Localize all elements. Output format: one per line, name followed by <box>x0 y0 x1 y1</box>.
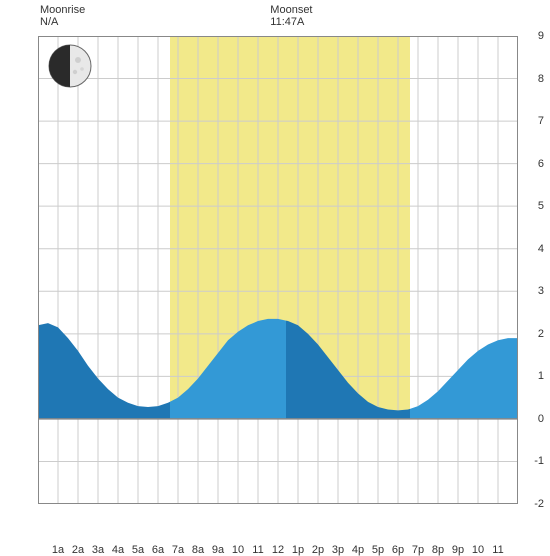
y-tick-label: 1 <box>538 370 544 382</box>
x-tick-label: 3p <box>332 544 344 556</box>
x-tick-label: 9a <box>212 544 224 556</box>
x-tick-label: 2p <box>312 544 324 556</box>
x-tick-label: 12 <box>272 544 284 556</box>
x-tick-label: 2a <box>72 544 84 556</box>
x-tick-label: 10 <box>232 544 244 556</box>
y-tick-label: 2 <box>538 328 544 340</box>
y-tick-label: -2 <box>534 498 544 510</box>
moon-phase-icon <box>48 44 92 88</box>
x-tick-label: 8a <box>192 544 204 556</box>
x-tick-label: 3a <box>92 544 104 556</box>
x-tick-label: 6a <box>152 544 164 556</box>
x-tick-label: 9p <box>452 544 464 556</box>
moonrise-title: Moonrise <box>40 4 85 16</box>
x-tick-label: 8p <box>432 544 444 556</box>
y-tick-label: 9 <box>538 30 544 42</box>
moonrise-value: N/A <box>40 16 85 28</box>
y-tick-label: 8 <box>538 73 544 85</box>
x-tick-label: 10 <box>472 544 484 556</box>
chart-svg <box>38 36 518 504</box>
moonset-label: Moonset 11:47A <box>270 4 312 28</box>
moonset-value: 11:47A <box>270 16 312 28</box>
x-tick-label: 1p <box>292 544 304 556</box>
x-tick-label: 5p <box>372 544 384 556</box>
x-tick-label: 4a <box>112 544 124 556</box>
x-tick-label: 11 <box>492 544 503 556</box>
tide-chart <box>38 36 518 504</box>
moonset-title: Moonset <box>270 4 312 16</box>
y-tick-label: -1 <box>534 455 544 467</box>
x-tick-label: 6p <box>392 544 404 556</box>
y-tick-label: 0 <box>538 413 544 425</box>
x-tick-label: 11 <box>252 544 263 556</box>
x-tick-label: 7p <box>412 544 424 556</box>
y-tick-label: 6 <box>538 158 544 170</box>
moonrise-label: Moonrise N/A <box>40 4 85 28</box>
y-tick-label: 5 <box>538 200 544 212</box>
y-tick-label: 4 <box>538 243 544 255</box>
y-tick-label: 7 <box>538 115 544 127</box>
x-tick-label: 5a <box>132 544 144 556</box>
x-tick-label: 4p <box>352 544 364 556</box>
y-tick-label: 3 <box>538 285 544 297</box>
x-tick-label: 1a <box>52 544 64 556</box>
x-tick-label: 7a <box>172 544 184 556</box>
